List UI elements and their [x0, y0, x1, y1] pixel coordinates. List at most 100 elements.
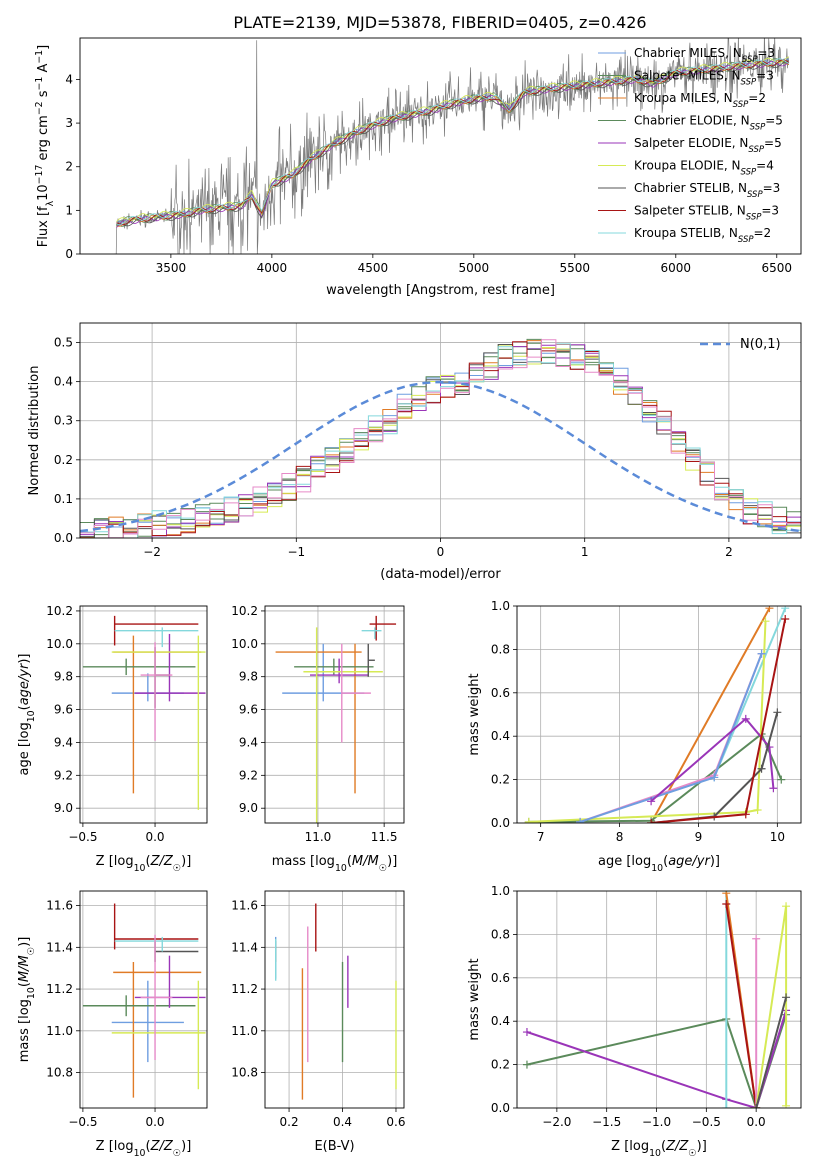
errorbar-point: [154, 647, 170, 708]
y-tick-label: 0.8: [491, 927, 510, 941]
label-part: ]: [392, 854, 397, 869]
label-part: 10: [134, 863, 146, 874]
label-part: ): [697, 1139, 702, 1154]
plot-area: [265, 891, 404, 1108]
x-tick-label: 0.6: [386, 1115, 405, 1129]
label-part: /Z: [158, 854, 173, 869]
x-tick-label: 0.0: [145, 830, 164, 844]
weight-marker: [522, 1060, 531, 1069]
legend-value: =4: [756, 159, 774, 173]
x-tick-label: −0.5: [692, 1115, 721, 1129]
y-tick-label: 10.0: [231, 637, 258, 651]
plot-area: [517, 891, 801, 1108]
errorbar-point: [113, 961, 202, 1098]
x-tick-label: −1.5: [592, 1115, 621, 1129]
y-tick-label: 11.0: [46, 1024, 73, 1038]
y-axis-label: mass [log10(M/M☉)]: [17, 937, 37, 1063]
label-part: 10: [26, 987, 37, 999]
x-tick-label: 3500: [156, 261, 187, 275]
errorbar-point: [294, 658, 374, 676]
label-part: mass [: [17, 1019, 32, 1062]
legend-entry: Kroupa MILES, NSSP=2: [634, 91, 766, 110]
label-part: E(B-V): [314, 1139, 354, 1154]
label-part: ☉: [26, 947, 37, 955]
gaussian-curve: [80, 380, 801, 533]
y-tick-label: 3: [65, 116, 73, 130]
label-part: (: [146, 854, 151, 869]
label-part: M: [17, 971, 32, 982]
y-tick-label: 9.4: [239, 735, 258, 749]
y-tick-label: 0.2: [491, 1058, 510, 1072]
label-part: −2: [34, 101, 45, 115]
axes-frame: [516, 605, 802, 824]
label-part: λ: [45, 200, 56, 206]
legend-value: =2: [748, 91, 766, 105]
label-part: age/yr: [668, 854, 711, 869]
y-tick-label: 9.0: [54, 801, 73, 815]
errorbar-point: [369, 615, 397, 641]
label-part: log: [114, 1139, 134, 1154]
weight-marker: [524, 817, 533, 823]
x-tick-label: −0.5: [68, 830, 97, 844]
x-tick-label: 9: [695, 830, 703, 844]
panel-residuals: −2 −1 0 1 2 0.0 0.1 0.2 0.3 0.4 0.5 N(0,1) (data-mod…: [27, 322, 802, 582]
panel-mass_vs_Z: −0.5 0.010.811.011.211.411.6Z [log10(Z/Z☉…: [17, 890, 208, 1159]
label-part: log: [17, 999, 32, 1019]
y-tick-label: 0.0: [54, 531, 73, 545]
y-tick-label: 9.6: [54, 703, 73, 717]
plot-area: [265, 606, 404, 823]
x-tick-label: 0: [437, 545, 445, 559]
legend-entry: Chabrier MILES, NSSP=3: [634, 46, 775, 65]
legend-value: =2: [754, 226, 772, 240]
weight-marker: [522, 1028, 531, 1037]
weight-marker: [752, 934, 761, 943]
x-tick-label: 6500: [761, 261, 792, 275]
x-tick-label: −0.5: [68, 1115, 97, 1129]
y-tick-label: 0.4: [54, 375, 73, 389]
legend-name: Salpeter ELODIE, N: [634, 136, 748, 150]
label-part: ): [387, 854, 392, 869]
y-tick-label: 11.6: [46, 899, 73, 913]
errorbar-point: [111, 980, 206, 1090]
y-tick-label: 10.2: [231, 604, 258, 618]
x-axis-label: Z [log10(Z/Z☉)]: [96, 854, 192, 874]
y-tick-label: 9.4: [54, 735, 73, 749]
y-tick-label: 4: [65, 72, 73, 86]
label-part: ]: [17, 653, 32, 658]
x-tick-label: 7: [537, 830, 545, 844]
label-part: −17: [34, 165, 45, 185]
x-tick-label: 11.5: [371, 830, 398, 844]
axes-frame: [79, 890, 208, 1109]
legend-name: Kroupa ELODIE, N: [634, 159, 741, 173]
y-axis-label: mass weight: [467, 958, 482, 1040]
y-tick-label: 0.0: [491, 1101, 510, 1115]
errorbar-point: [134, 633, 206, 702]
legend-value: =3: [757, 46, 775, 60]
legend-value: =3: [763, 181, 781, 195]
legend-entry: Salpeter STELIB, NSSP=3: [634, 204, 779, 223]
label-part: ]: [186, 854, 191, 869]
y-tick-label: 0.0: [491, 816, 510, 830]
errorbar-point: [114, 627, 199, 648]
weight-marker: [757, 649, 766, 658]
axes-frame: [79, 605, 208, 824]
label-part: Z: [665, 1139, 676, 1154]
errorbar-point: [82, 658, 196, 676]
legend-entry: Chabrier STELIB, NSSP=3: [634, 181, 780, 200]
x-tick-label: 2: [725, 545, 733, 559]
y-tick-label: 0.3: [54, 414, 73, 428]
label-part: (: [17, 982, 32, 987]
panel-age_vs_mass: 11.0 11.5 9.0 9.2 9.4 9.6 9.8 10.0 10.2 mass [log…: [231, 604, 405, 874]
label-part: ): [181, 1139, 186, 1154]
label-part: /Z: [674, 1139, 689, 1154]
label-part: age [: [598, 854, 631, 869]
legend-name: Chabrier ELODIE, N: [634, 114, 750, 128]
weight-line: [650, 717, 775, 803]
plot-area: [80, 606, 207, 823]
errorbar-point: [341, 643, 371, 743]
x-tick-label: −1: [287, 545, 305, 559]
axes-frame: [516, 890, 802, 1109]
errorbar-point: [140, 934, 173, 1061]
y-axis-label: Normed distribution: [27, 366, 42, 496]
x-tick-label: 0.4: [333, 1115, 352, 1129]
